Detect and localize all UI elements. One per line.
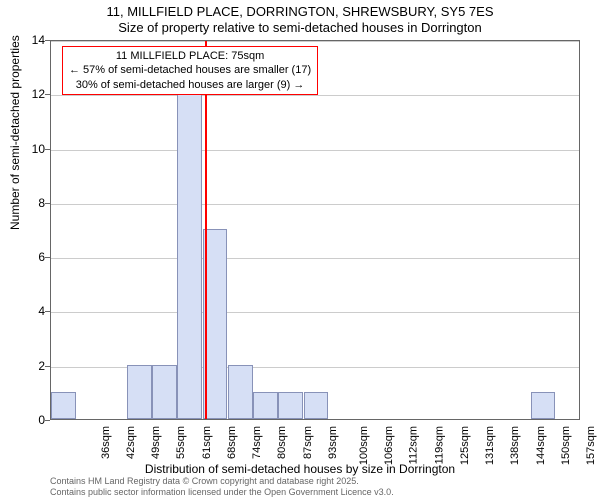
histogram-bar	[127, 365, 152, 419]
histogram-bar	[531, 392, 556, 419]
chart-title-sub: Size of property relative to semi-detach…	[0, 20, 600, 35]
x-tick-label: 100sqm	[358, 426, 370, 465]
gridline	[51, 150, 579, 151]
gridline	[51, 204, 579, 205]
histogram-bar	[304, 392, 329, 419]
y-tick-mark	[45, 311, 50, 312]
x-tick-label: 150sqm	[560, 426, 572, 465]
x-tick-label: 138sqm	[510, 426, 522, 465]
x-tick-label: 106sqm	[383, 426, 395, 465]
property-size-chart: 11, MILLFIELD PLACE, DORRINGTON, SHREWSB…	[0, 0, 600, 500]
gridline	[51, 312, 579, 313]
gridline	[51, 41, 579, 42]
annotation-title: 11 MILLFIELD PLACE: 75sqm	[69, 49, 311, 63]
y-tick-mark	[45, 203, 50, 204]
x-tick-label: 93sqm	[327, 426, 339, 459]
y-tick-label: 8	[15, 196, 45, 210]
gridline	[51, 258, 579, 259]
y-tick-mark	[45, 366, 50, 367]
x-tick-label: 125sqm	[459, 426, 471, 465]
histogram-bar	[177, 93, 202, 419]
x-tick-label: 68sqm	[226, 426, 238, 459]
y-tick-mark	[45, 257, 50, 258]
license-line-2: Contains public sector information licen…	[50, 487, 394, 498]
histogram-bar	[152, 365, 177, 419]
x-tick-label: 55sqm	[175, 426, 187, 459]
histogram-bar	[51, 392, 76, 419]
x-tick-label: 119sqm	[433, 426, 445, 464]
y-tick-mark	[45, 149, 50, 150]
y-tick-mark	[45, 40, 50, 41]
y-tick-label: 2	[15, 359, 45, 373]
y-tick-label: 0	[15, 413, 45, 427]
y-tick-label: 4	[15, 304, 45, 318]
y-tick-label: 14	[15, 33, 45, 47]
x-tick-label: 74sqm	[251, 426, 263, 459]
plot-area	[50, 40, 580, 420]
histogram-bar	[253, 392, 278, 419]
y-tick-mark	[45, 420, 50, 421]
x-tick-label: 131sqm	[484, 426, 496, 465]
x-tick-label: 49sqm	[150, 426, 162, 459]
annotation-box: 11 MILLFIELD PLACE: 75sqm ← 57% of semi-…	[62, 46, 318, 95]
histogram-bar	[278, 392, 303, 419]
license-line-1: Contains HM Land Registry data © Crown c…	[50, 476, 394, 487]
y-tick-label: 10	[15, 142, 45, 156]
y-tick-label: 12	[15, 87, 45, 101]
x-tick-label: 36sqm	[100, 426, 112, 459]
x-tick-label: 80sqm	[276, 426, 288, 459]
y-tick-mark	[45, 94, 50, 95]
x-tick-label: 112sqm	[408, 426, 420, 464]
y-tick-label: 6	[15, 250, 45, 264]
license-text: Contains HM Land Registry data © Crown c…	[50, 476, 394, 498]
gridline	[51, 95, 579, 96]
annotation-line-1: ← 57% of semi-detached houses are smalle…	[69, 63, 311, 77]
reference-line	[205, 41, 207, 419]
x-tick-label: 87sqm	[302, 426, 314, 459]
annotation-line-2: 30% of semi-detached houses are larger (…	[69, 78, 311, 92]
chart-title-main: 11, MILLFIELD PLACE, DORRINGTON, SHREWSB…	[0, 4, 600, 19]
x-tick-label: 61sqm	[201, 426, 213, 459]
x-tick-label: 144sqm	[535, 426, 547, 465]
x-tick-label: 42sqm	[125, 426, 137, 459]
x-tick-label: 157sqm	[585, 426, 597, 465]
histogram-bar	[228, 365, 253, 419]
